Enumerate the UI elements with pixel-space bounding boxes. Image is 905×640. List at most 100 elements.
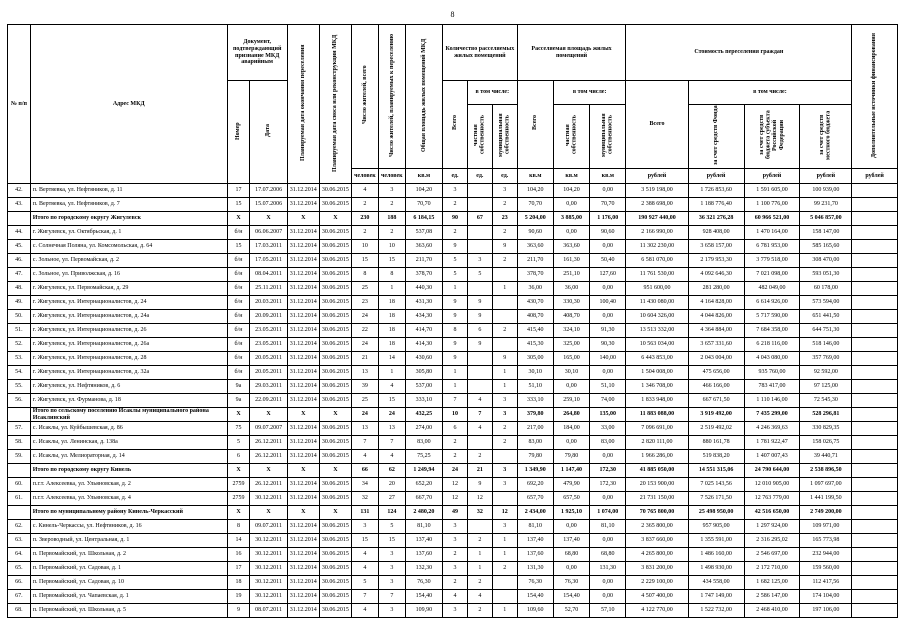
cell: X — [226, 211, 251, 226]
cell: 305,00 — [516, 351, 554, 366]
cell: 1 498 930,00 — [687, 561, 745, 577]
cell: 48. — [7, 281, 31, 296]
cell: 4 — [466, 589, 493, 605]
cell: 30.06.2015 — [318, 547, 352, 563]
cell: 2 — [491, 561, 518, 577]
cell: 17.05.2011 — [249, 253, 288, 268]
cell: 23.05.2011 — [249, 337, 288, 352]
cell: 15 — [226, 197, 251, 212]
cell: 1 747 149,00 — [687, 589, 745, 605]
cell: 7 096 691,00 — [625, 421, 689, 437]
cell: X — [286, 463, 320, 479]
cell: 1 176,00 — [589, 211, 627, 226]
cell: 137,60 — [516, 547, 554, 563]
cell: б/н — [226, 309, 251, 324]
cell: 6 218 116,00 — [743, 337, 801, 352]
cell — [851, 197, 898, 212]
cell: 3 831 200,00 — [625, 561, 689, 577]
cell: 4 246 369,63 — [743, 421, 801, 437]
cell: 1 470 164,00 — [743, 225, 801, 240]
address-cell: Итого по городскому округу Жигулевск — [29, 211, 228, 226]
cell: 1 — [377, 365, 406, 380]
cell: 68. — [7, 603, 31, 619]
cell: 2 179 953,30 — [687, 253, 745, 268]
table-row: 66. п. Первомайский, ул. Садовая, д. 10 18… — [7, 575, 898, 591]
cell: 333,10 — [404, 393, 444, 408]
cell: 30.06.2015 — [318, 337, 352, 352]
cell: 15.07.2006 — [249, 197, 288, 212]
col-header-area-municipal: муниципальная собственность — [589, 104, 627, 169]
cell: 44. — [7, 225, 31, 240]
col-header-area-group: Расселяемая площадь жилых помещений — [516, 24, 627, 81]
cell: 2 480,20 — [404, 505, 444, 521]
table-row: 51. г. Жигулевск, ул. Интернационалистов,… — [7, 323, 898, 338]
cell — [851, 406, 898, 423]
address-cell: п. Первомайский, ул. Школьная, д. 5 — [29, 603, 228, 619]
cell — [851, 309, 898, 324]
cell: 264,80 — [552, 406, 591, 423]
cell: 81,10 — [404, 519, 444, 535]
cell: 0,00 — [552, 197, 591, 212]
cell: 24 — [350, 309, 379, 324]
cell — [491, 295, 518, 310]
cell: 24 — [350, 337, 379, 352]
cell: 2 — [377, 225, 406, 240]
address-cell: п. Звероводный, ул. Центральная, д. 1 — [29, 533, 228, 549]
cell: 9 — [491, 351, 518, 366]
cell: 51. — [7, 323, 31, 338]
cell: 31.12.2014 — [286, 435, 320, 451]
cell — [851, 421, 898, 437]
cell: 1 — [491, 533, 518, 549]
cell: 62 — [377, 463, 406, 479]
cell: 10 604 326,00 — [625, 309, 689, 324]
cell: 22.09.2011 — [249, 393, 288, 408]
cell: 0,00 — [589, 491, 627, 507]
cell — [491, 267, 518, 282]
cell: 31.12.2014 — [286, 379, 320, 394]
cell: 2 — [466, 533, 493, 549]
cell: 16 — [226, 547, 251, 563]
cell: 30.06.2015 — [318, 477, 352, 493]
cell: 6 — [442, 421, 468, 437]
cell: 9 — [466, 477, 493, 493]
cell: 4 265 800,00 — [625, 547, 689, 563]
cell — [851, 239, 898, 254]
cell: 158 026,75 — [799, 435, 853, 451]
address-cell: г. Жигулевск, ул. Интернационалистов, д.… — [29, 295, 228, 310]
cell: 39 440,71 — [799, 449, 853, 465]
cell: 30.06.2015 — [318, 309, 352, 324]
cell: 0,00 — [552, 379, 591, 394]
cell: 24 — [350, 406, 379, 423]
cell: 2 — [491, 435, 518, 451]
cell — [491, 449, 518, 465]
col-header-extra-sources: Дополнительные источники финансирования — [851, 24, 898, 169]
cell: 379,80 — [516, 406, 554, 423]
cell: 42 516 650,00 — [743, 505, 801, 521]
address-cell: с. Исаклы, ул. Куйбышевская, д. 86 — [29, 421, 228, 437]
table-row: 54. г. Жигулевск, ул. Интернационалистов,… — [7, 365, 898, 380]
cell: 0,00 — [589, 533, 627, 549]
cell: 537,00 — [404, 379, 444, 394]
cell: 7 025 143,56 — [687, 477, 745, 493]
cell: 1 346 708,00 — [625, 379, 689, 394]
cell: 217,00 — [516, 421, 554, 437]
unit-sqm: кв.м — [516, 168, 554, 184]
cell: 2 — [442, 449, 468, 465]
unit-sqm: кв.м — [589, 168, 627, 184]
cell: 585 165,60 — [799, 239, 853, 254]
cell: 3 — [377, 575, 406, 591]
cell — [466, 379, 493, 394]
cell: 127,60 — [589, 267, 627, 282]
cell: 1 — [491, 365, 518, 380]
cell: 644 751,30 — [799, 323, 853, 338]
cell: 32 — [350, 491, 379, 507]
unit-sqm: кв.м — [404, 168, 444, 184]
cell: 53. — [7, 351, 31, 366]
unit-rub: рублей — [687, 168, 745, 184]
cell — [851, 547, 898, 563]
cell: 2 — [442, 225, 468, 240]
cell: 363,60 — [404, 239, 444, 254]
cell: 21 731 150,00 — [625, 491, 689, 507]
cell: 1 — [466, 561, 493, 577]
cell: 2 538 896,50 — [799, 463, 853, 479]
